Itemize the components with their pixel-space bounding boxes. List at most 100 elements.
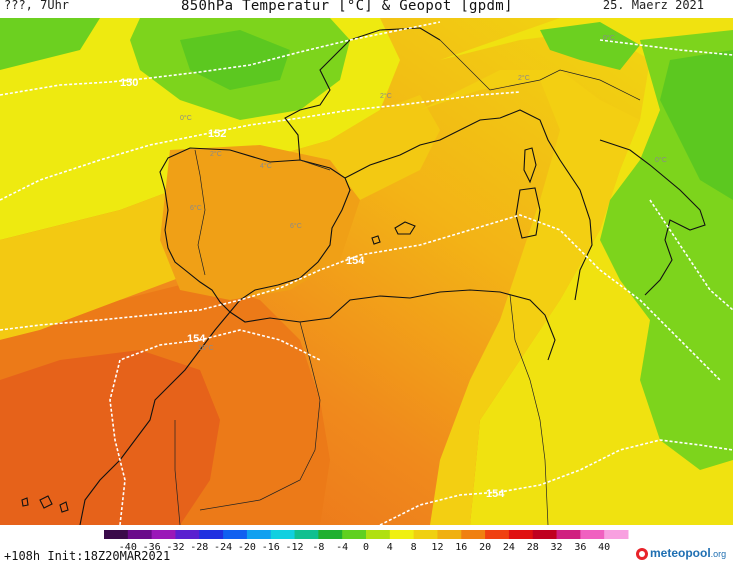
temp-band-yellow-orange (420, 70, 640, 525)
colorbar-tick-label: -16 (262, 542, 280, 553)
colorbar-tick-label: 36 (574, 542, 586, 553)
colorbar-swatch (389, 530, 415, 539)
iberia-coast (159, 147, 351, 313)
isotherm-label: 0°C (603, 34, 615, 42)
colorbar-labels: -40 -36 -32 -28 -24 -20 -16 -12 -8 -4 0 4 8 12 16 20 24 2… (119, 542, 610, 553)
header: ???, 7Uhr 850hPa Temperatur [°C] & Geopo… (0, 0, 733, 18)
isoline-152 (0, 91, 521, 201)
geopot-label: 154 (187, 333, 206, 345)
colorbar-swatch (104, 530, 129, 539)
canary-island-3 (21, 497, 29, 507)
chart-title: 850hPa Temperatur [°C] & Geopot [gpdm] (181, 0, 513, 14)
colorbar-swatch (485, 530, 510, 539)
balearic-islands (394, 221, 416, 235)
colorbar-swatch (437, 530, 462, 539)
colorbar: -40 -36 -32 -28 -24 -20 -16 -12 -8 -4 0 4 8 12 16 20 24 2… (104, 530, 629, 553)
geopot-label: 154 (486, 488, 505, 500)
isoline-154-north (0, 214, 721, 381)
weather-map: 150 152 154 154 154 0°C 2°C 2°C 4°C 6°C … (0, 18, 733, 525)
colorbar-tick-label: 4 (387, 542, 393, 553)
temp-band-iberia (160, 145, 360, 300)
colorbar-swatch (127, 530, 153, 539)
location-time-label: ???, 7Uhr (4, 0, 70, 12)
country-borders (174, 39, 641, 525)
isotherm-label: 6°C (190, 204, 202, 212)
temp-band-warm-core (0, 350, 220, 525)
colorbar-swatch (270, 530, 296, 539)
colorbar-swatch (342, 530, 367, 539)
corsica (523, 147, 537, 184)
isotherm-label: 4°C (260, 162, 272, 170)
colorbar-tick-label: 0 (363, 542, 369, 553)
brand-logo[interactable]: meteopool.org (636, 546, 726, 560)
colorbar-tick-label: -36 (143, 542, 161, 553)
canary-island-2 (59, 501, 69, 513)
isotherm-label: 2°C (210, 150, 222, 158)
colorbar-tick-label: 16 (455, 542, 467, 553)
model-run-label: +108h Init:18Z20MAR2021 (4, 549, 171, 563)
isotherm-label: 0°C (180, 114, 192, 122)
colorbar-tick-label: 24 (503, 542, 515, 553)
temp-band-green-nw (0, 18, 100, 70)
morocco-border (174, 420, 181, 525)
north-africa-coast (229, 289, 556, 361)
colorbar-swatch (366, 530, 391, 539)
colorbar-tick-label: -8 (312, 542, 324, 553)
colorbar-tick-label: 40 (598, 542, 610, 553)
temp-band-green-core (180, 30, 290, 90)
logo-tld: .org (710, 549, 727, 559)
ibiza (371, 235, 381, 245)
coastlines (21, 27, 706, 525)
colorbar-tick-label: 8 (411, 542, 417, 553)
colorbar-tick-label: -12 (286, 542, 304, 553)
colorbar-tick-label: -28 (190, 542, 208, 553)
colorbar-swatch (604, 530, 629, 539)
colorbar-tick-label: -4 (336, 542, 348, 553)
colorbar-tick-label: -40 (119, 542, 137, 553)
colorbar-tick-label: -24 (214, 542, 232, 553)
isotherm-label: 10°C (198, 344, 214, 352)
colorbar-tick-label: 28 (527, 542, 539, 553)
colorbar-swatches (104, 530, 629, 539)
footer: -40 -36 -32 -28 -24 -20 -16 -12 -8 -4 0 4 8 12 16 20 24 2… (0, 525, 733, 566)
colorbar-swatch (532, 530, 558, 539)
colorbar-swatch (175, 530, 200, 539)
map-canvas: 150 152 154 154 154 0°C 2°C 2°C 4°C 6°C … (0, 18, 733, 525)
geopot-label: 154 (346, 255, 365, 267)
isoline-154-east (379, 439, 733, 525)
libya-border (509, 294, 549, 525)
colorbar-swatch (461, 530, 486, 539)
algeria-border (199, 321, 321, 511)
isoline-north-east (599, 39, 733, 56)
geopot-label: 150 (120, 77, 138, 89)
colorbar-tick-label: 32 (551, 542, 563, 553)
alps-border (439, 39, 641, 101)
isotherm-label: 2°C (518, 74, 530, 82)
colorbar-tick-label: -32 (166, 542, 184, 553)
temp-band-green-balkan (660, 50, 733, 200)
colorbar-swatch (556, 530, 581, 539)
isoline-east (649, 199, 733, 311)
isoline-154-south (109, 329, 321, 525)
colorbar-swatch (508, 530, 534, 539)
italy-east-coast (599, 139, 706, 296)
geopotential-isolines (0, 21, 733, 525)
portugal-border (194, 149, 206, 276)
temp-band-green-alps (540, 22, 640, 70)
morocco-atlantic-coast (79, 311, 231, 525)
colorbar-tick-label: 12 (431, 542, 443, 553)
colorbar-tick-label: 20 (479, 542, 491, 553)
sardinia (515, 187, 541, 239)
colorbar-swatch (580, 530, 605, 539)
colorbar-swatch (294, 530, 319, 539)
logo-text: meteopool (650, 546, 711, 560)
canary-island-1 (39, 495, 53, 509)
geopot-label: 152 (208, 128, 226, 140)
colorbar-swatch (223, 530, 248, 539)
italy-west-coast (344, 109, 593, 301)
colorbar-swatch (199, 530, 224, 539)
date-label: 25. Maerz 2021 (602, 0, 704, 12)
colorbar-swatch (151, 530, 176, 539)
colorbar-swatch (413, 530, 438, 539)
colorbar-swatch (318, 530, 343, 539)
